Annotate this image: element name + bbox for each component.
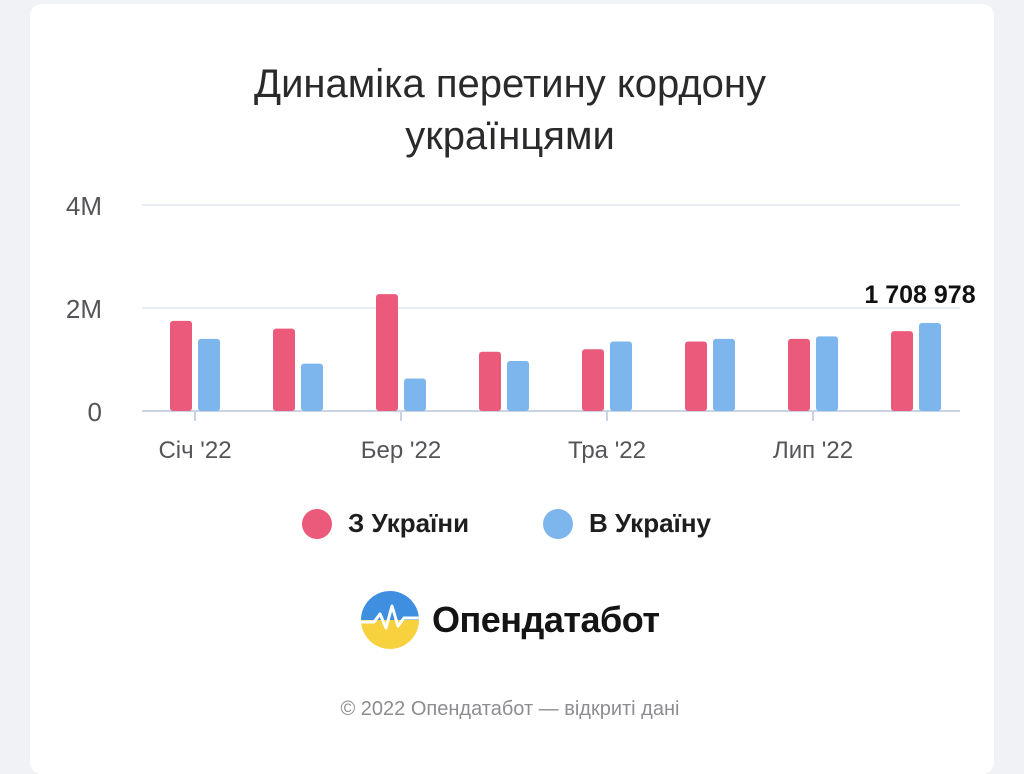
bar-from-ukraine: [891, 331, 913, 411]
bar-chart: 0 2M 4M Січ '22 Бер '22 Тра '22 Лип '22 1 708 9…: [66, 191, 976, 464]
bar-from-ukraine: [170, 320, 192, 411]
y-tick-label: 0: [88, 397, 102, 427]
chart-title-line: Динаміка перетину кордону: [253, 62, 767, 106]
y-tick-label: 2M: [66, 294, 102, 324]
bar-to-ukraine: [610, 341, 632, 411]
x-tick-label: Бер '22: [361, 437, 441, 464]
legend-item-from-ukraine[interactable]: З України: [302, 508, 469, 539]
bar-to-ukraine: [404, 378, 426, 411]
brand-logo-icon: [361, 591, 419, 649]
x-tick-label: Січ '22: [158, 437, 231, 464]
legend-label: В Україну: [589, 508, 712, 538]
x-tick-label: Тра '22: [568, 437, 646, 464]
legend-label: З України: [348, 508, 470, 538]
bar-from-ukraine: [376, 294, 398, 411]
legend-dot-icon: [543, 508, 573, 539]
legend-item-to-ukraine[interactable]: В Україну: [543, 508, 711, 539]
bar-to-ukraine: [301, 363, 323, 411]
bar-to-ukraine: [816, 336, 838, 411]
bar-from-ukraine: [273, 328, 295, 411]
bar-to-ukraine: [507, 361, 529, 411]
bar-to-ukraine: [713, 338, 735, 411]
data-label: 1 708 978: [864, 281, 975, 309]
chart-title-line: українцями: [405, 114, 615, 158]
chart-title: Динаміка перетину кордону українцями: [0, 58, 1020, 162]
bar-from-ukraine: [582, 349, 604, 411]
bar-from-ukraine: [788, 338, 810, 411]
copyright-footer: © 2022 Опендатабот — відкриті дані: [340, 698, 680, 720]
legend-dot-icon: [302, 508, 332, 539]
brand-name: Опендатабот: [432, 599, 660, 640]
bar-from-ukraine: [479, 351, 501, 411]
brand-logo: Опендатабот: [360, 590, 660, 650]
bar-from-ukraine: [685, 341, 707, 411]
y-tick-label: 4M: [66, 191, 102, 221]
bar-to-ukraine: [919, 322, 941, 411]
x-tick-label: Лип '22: [773, 437, 853, 464]
bar-to-ukraine: [198, 338, 220, 411]
